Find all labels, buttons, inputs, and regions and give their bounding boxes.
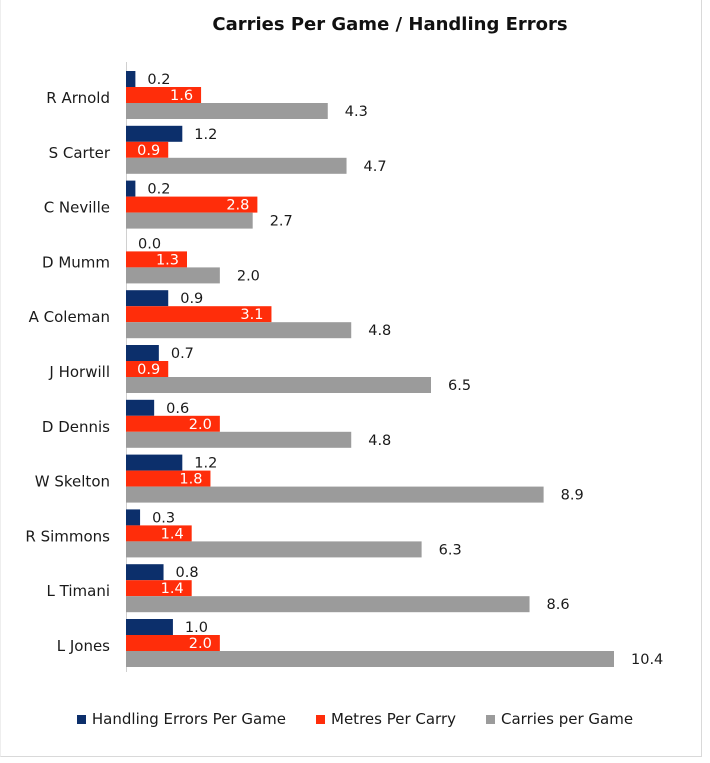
value-label-handling-errors-per-game-c-neville: 0.2 — [147, 182, 170, 198]
bar-handling-errors-per-game-l-jones — [126, 619, 173, 635]
value-label-carries-per-game-w-skelton: 8.9 — [561, 488, 584, 504]
chart-title: Carries Per Game / Handling Errors — [212, 14, 568, 35]
value-label-handling-errors-per-game-s-carter: 1.2 — [194, 127, 217, 143]
bar-carries-per-game-d-mumm — [126, 267, 220, 284]
category-label-w-skelton: W Skelton — [35, 473, 110, 491]
category-label-l-jones: L Jones — [57, 637, 110, 655]
bar-handling-errors-per-game-j-horwill — [126, 345, 159, 361]
value-label-carries-per-game-j-horwill: 6.5 — [448, 378, 471, 394]
value-label-carries-per-game-l-jones: 10.4 — [631, 652, 663, 668]
legend: Handling Errors Per Game Metres Per Carr… — [0, 710, 710, 728]
bar-carries-per-game-r-simmons — [126, 541, 422, 558]
category-label-r-simmons: R Simmons — [25, 527, 110, 545]
bar-carries-per-game-l-timani — [126, 596, 530, 613]
legend-label-metres-per-carry: Metres Per Carry — [331, 710, 457, 728]
value-label-metres-per-carry-d-dennis: 2.0 — [189, 417, 212, 433]
value-label-metres-per-carry-w-skelton: 1.8 — [179, 472, 202, 488]
bar-metres-per-carry-d-dennis — [126, 415, 220, 432]
legend-item-carries-per-game: Carries per Game — [486, 710, 633, 728]
value-label-metres-per-carry-r-arnold: 1.6 — [170, 88, 193, 104]
category-label-s-carter: S Carter — [49, 144, 111, 162]
value-label-handling-errors-per-game-l-timani: 0.8 — [176, 565, 199, 581]
legend-label-handling-errors: Handling Errors Per Game — [91, 710, 287, 728]
value-label-carries-per-game-l-timani: 8.6 — [547, 597, 570, 613]
value-label-metres-per-carry-l-jones: 2.0 — [189, 636, 212, 652]
bar-carries-per-game-r-arnold — [126, 103, 328, 119]
value-label-carries-per-game-c-neville: 2.7 — [270, 214, 293, 230]
value-label-handling-errors-per-game-a-coleman: 0.9 — [180, 291, 203, 307]
bar-metres-per-carry-r-simmons — [126, 525, 192, 542]
bar-handling-errors-per-game-a-coleman — [126, 290, 169, 307]
value-label-handling-errors-per-game-l-jones: 1.0 — [185, 620, 208, 636]
value-label-carries-per-game-r-simmons: 6.3 — [439, 542, 462, 558]
bar-carries-per-game-a-coleman — [126, 322, 352, 339]
value-label-carries-per-game-s-carter: 4.7 — [364, 159, 387, 175]
category-label-j-horwill: J Horwill — [48, 363, 110, 381]
bar-metres-per-carry-a-coleman — [126, 306, 272, 323]
bar-handling-errors-per-game-d-dennis — [126, 399, 155, 416]
bar-metres-per-carry-j-horwill — [126, 361, 169, 377]
category-label-a-coleman: A Coleman — [29, 308, 110, 326]
legend-item-metres-per-carry: Metres Per Carry — [316, 710, 456, 728]
bar-handling-errors-per-game-r-arnold — [126, 71, 136, 87]
bar-metres-per-carry-w-skelton — [126, 470, 211, 487]
value-label-handling-errors-per-game-w-skelton: 1.2 — [194, 456, 217, 472]
value-label-handling-errors-per-game-j-horwill: 0.7 — [171, 346, 194, 362]
value-label-metres-per-carry-c-neville: 2.8 — [226, 198, 249, 214]
category-label-d-mumm: D Mumm — [42, 253, 110, 271]
value-label-carries-per-game-d-dennis: 4.8 — [368, 433, 391, 449]
value-label-handling-errors-per-game-d-dennis: 0.6 — [166, 401, 189, 417]
bar-metres-per-carry-l-jones — [126, 635, 220, 651]
bar-carries-per-game-d-dennis — [126, 431, 352, 448]
value-label-metres-per-carry-a-coleman: 3.1 — [240, 307, 263, 323]
legend-item-handling-errors: Handling Errors Per Game — [76, 710, 287, 728]
legend-swatch-metres-per-carry — [316, 714, 326, 724]
bar-handling-errors-per-game-r-simmons — [126, 509, 141, 526]
value-label-handling-errors-per-game-d-mumm: 0.0 — [138, 236, 161, 252]
value-label-handling-errors-per-game-r-simmons: 0.3 — [152, 510, 175, 526]
bar-carries-per-game-c-neville — [126, 212, 253, 229]
value-label-metres-per-carry-r-simmons: 1.4 — [161, 526, 184, 542]
value-label-metres-per-carry-s-carter: 0.9 — [137, 143, 160, 159]
bar-carries-per-game-l-jones — [126, 651, 614, 667]
legend-label-carries-per-game: Carries per Game — [501, 710, 634, 728]
value-label-metres-per-carry-j-horwill: 0.9 — [137, 362, 160, 378]
category-label-d-dennis: D Dennis — [42, 418, 110, 436]
bar-carries-per-game-s-carter — [126, 157, 347, 174]
value-label-carries-per-game-a-coleman: 4.8 — [368, 323, 391, 339]
legend-swatch-handling-errors — [76, 714, 86, 724]
category-label-l-timani: L Timani — [47, 582, 110, 600]
bar-metres-per-carry-s-carter — [126, 141, 169, 158]
bar-metres-per-carry-r-arnold — [126, 87, 202, 103]
value-label-carries-per-game-d-mumm: 2.0 — [237, 268, 260, 284]
bar-handling-errors-per-game-w-skelton — [126, 454, 183, 471]
category-label-r-arnold: R Arnold — [46, 89, 110, 107]
bar-handling-errors-per-game-s-carter — [126, 125, 183, 142]
bar-carries-per-game-j-horwill — [126, 377, 431, 393]
bar-handling-errors-per-game-c-neville — [126, 180, 136, 197]
value-label-carries-per-game-r-arnold: 4.3 — [345, 104, 368, 120]
value-label-metres-per-carry-d-mumm: 1.3 — [156, 252, 179, 268]
bar-handling-errors-per-game-l-timani — [126, 564, 164, 581]
value-label-handling-errors-per-game-r-arnold: 0.2 — [147, 72, 170, 88]
category-label-c-neville: C Neville — [44, 199, 110, 217]
bar-metres-per-carry-c-neville — [126, 196, 258, 213]
bar-metres-per-carry-l-timani — [126, 580, 192, 597]
value-label-metres-per-carry-l-timani: 1.4 — [161, 581, 184, 597]
bar-metres-per-carry-d-mumm — [126, 251, 187, 268]
bar-carries-per-game-w-skelton — [126, 486, 544, 503]
legend-swatch-carries-per-game — [486, 714, 496, 724]
